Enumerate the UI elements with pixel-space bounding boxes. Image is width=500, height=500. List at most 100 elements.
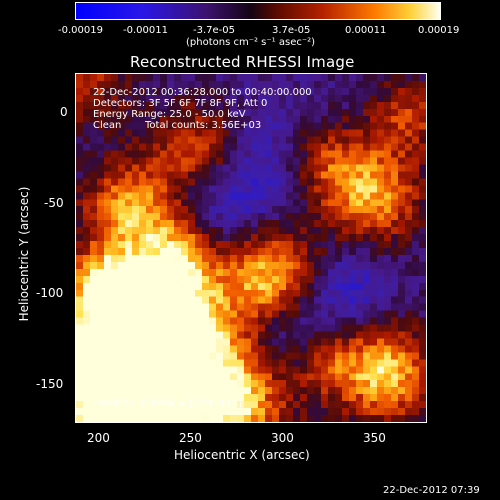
image-pixel: [391, 268, 399, 276]
image-pixel: [76, 101, 84, 109]
image-pixel: [307, 289, 315, 297]
image-pixel: [90, 199, 98, 207]
image-pixel: [188, 185, 196, 193]
image-pixel: [335, 164, 343, 172]
image-pixel: [251, 164, 259, 172]
image-pixel: [342, 157, 350, 165]
image-pixel: [398, 282, 406, 290]
image-pixel: [111, 366, 119, 374]
image-pixel: [97, 338, 105, 346]
image-pixel: [153, 122, 161, 130]
image-pixel: [314, 199, 322, 207]
image-pixel: [363, 289, 371, 297]
image-pixel: [356, 324, 364, 332]
image-pixel: [384, 289, 392, 297]
image-pixel: [370, 254, 378, 263]
image-pixel: [244, 380, 252, 388]
image-pixel: [419, 143, 426, 151]
image-pixel: [391, 261, 399, 270]
image-pixel: [125, 227, 133, 235]
image-pixel: [174, 387, 182, 395]
image-pixel: [328, 220, 336, 228]
image-pixel: [230, 275, 238, 283]
image-pixel: [370, 352, 378, 360]
image-pixel: [265, 261, 273, 270]
image-pixel: [76, 143, 84, 151]
image-pixel: [293, 324, 301, 332]
image-pixel: [195, 234, 203, 242]
image-pixel: [349, 345, 357, 353]
image-pixel: [412, 122, 420, 130]
image-pixel: [363, 331, 371, 339]
image-pixel: [258, 268, 266, 276]
image-pixel: [314, 415, 322, 422]
image-pixel: [83, 234, 91, 242]
image-pixel: [139, 338, 147, 346]
image-pixel: [391, 248, 399, 256]
image-pixel: [188, 324, 196, 332]
image-pixel: [167, 331, 175, 339]
image-pixel: [216, 129, 224, 137]
image-pixel: [153, 192, 161, 200]
image-pixel: [167, 366, 175, 374]
image-pixel: [244, 303, 252, 311]
image-pixel: [265, 74, 273, 82]
image-pixel: [244, 220, 252, 228]
image-pixel: [412, 234, 420, 242]
image-pixel: [349, 366, 357, 374]
image-pixel: [76, 122, 84, 130]
image-pixel: [209, 241, 217, 249]
image-pixel: [202, 261, 210, 270]
image-pixel: [76, 227, 84, 235]
image-pixel: [195, 254, 203, 263]
image-pixel: [398, 213, 406, 221]
image-pixel: [111, 241, 119, 249]
image-pixel: [181, 324, 189, 332]
image-pixel: [223, 213, 231, 221]
image-pixel: [384, 331, 392, 339]
image-pixel: [258, 74, 266, 82]
image-pixel: [349, 289, 357, 297]
image-pixel: [153, 352, 161, 360]
image-pixel: [76, 74, 84, 82]
image-pixel: [349, 380, 357, 388]
image-pixel: [237, 338, 245, 346]
image-pixel: [412, 213, 420, 221]
image-pixel: [279, 275, 287, 283]
image-pixel: [76, 185, 84, 193]
image-pixel: [342, 108, 350, 116]
image-pixel: [349, 415, 357, 422]
image-pixel: [419, 380, 426, 388]
image-pixel: [405, 241, 413, 249]
image-pixel: [97, 206, 105, 214]
image-pixel: [188, 108, 196, 116]
image-pixel: [216, 136, 224, 144]
image-pixel: [230, 185, 238, 193]
image-pixel: [244, 234, 252, 242]
image-pixel: [167, 254, 175, 263]
image-pixel: [202, 143, 210, 151]
image-pixel: [419, 94, 426, 102]
image-pixel: [139, 143, 147, 151]
image-pixel: [216, 296, 224, 304]
image-pixel: [216, 401, 224, 409]
image-pixel: [342, 241, 350, 249]
image-pixel: [412, 157, 420, 165]
image-pixel: [335, 80, 343, 89]
image-pixel: [314, 394, 322, 402]
image-pixel: [412, 373, 420, 381]
image-pixel: [251, 303, 259, 311]
image-pixel: [293, 143, 301, 151]
image-pixel: [237, 359, 245, 367]
image-pixel: [272, 192, 280, 200]
image-pixel: [251, 387, 259, 395]
image-pixel: [83, 87, 91, 96]
image-pixel: [384, 303, 392, 311]
image-pixel: [139, 345, 147, 353]
image-pixel: [97, 164, 105, 172]
image-pixel: [125, 94, 133, 102]
image-pixel: [146, 143, 154, 151]
image-pixel: [258, 352, 266, 360]
image-pixel: [328, 387, 336, 395]
image-pixel: [363, 164, 371, 172]
